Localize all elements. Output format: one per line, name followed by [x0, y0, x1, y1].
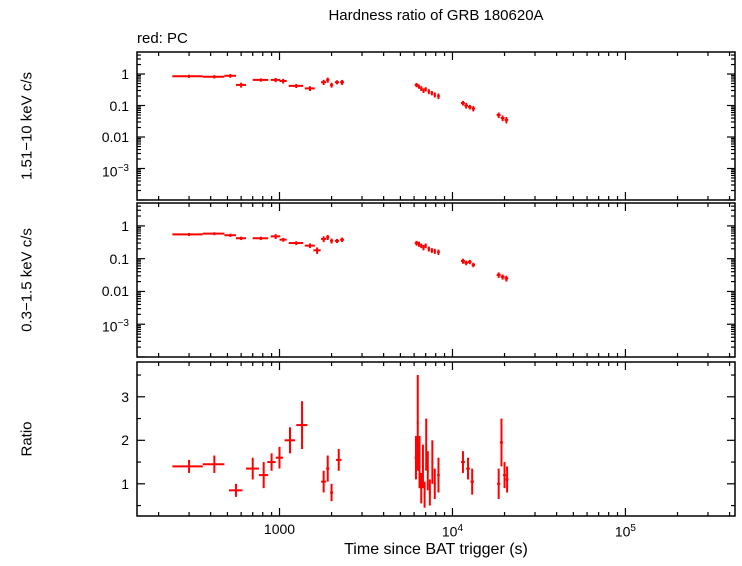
mode-annotation: red: PC: [137, 30, 188, 47]
panel-soft-band-rate-data: [172, 232, 509, 282]
x-axis-label: Time since BAT trigger (s): [344, 541, 528, 558]
tick-label: 10−3: [102, 318, 129, 335]
tick-label: 0.1: [109, 97, 129, 114]
tick-label: 3: [121, 388, 129, 405]
panel-soft-band-rate: [137, 203, 735, 358]
tick-label: 1000: [263, 521, 296, 537]
panel-frame: [136, 51, 736, 201]
panel-hard-band-rate-data: [172, 74, 509, 124]
panel-hardness-ratio: [137, 362, 735, 516]
panel-hardness-ratio-data: [172, 375, 509, 508]
tick-label: 0.01: [101, 129, 129, 145]
tick-label: 1: [121, 66, 129, 82]
panel-frame: [136, 202, 736, 358]
tick-label: 10−3: [102, 162, 129, 180]
tick-label: 104: [441, 523, 464, 540]
panel-frame: [136, 361, 736, 517]
tick-label: 1: [121, 217, 129, 234]
tick-label: 1: [121, 475, 129, 492]
tick-label: 0.01: [101, 283, 129, 300]
tick-label: 0.1: [109, 250, 129, 267]
chart-title: Hardness ratio of GRB 180620A: [328, 7, 544, 24]
tick-label: 2: [121, 432, 129, 449]
tick-label: 105: [614, 523, 636, 540]
panel-hard-band-rate: [137, 52, 735, 201]
